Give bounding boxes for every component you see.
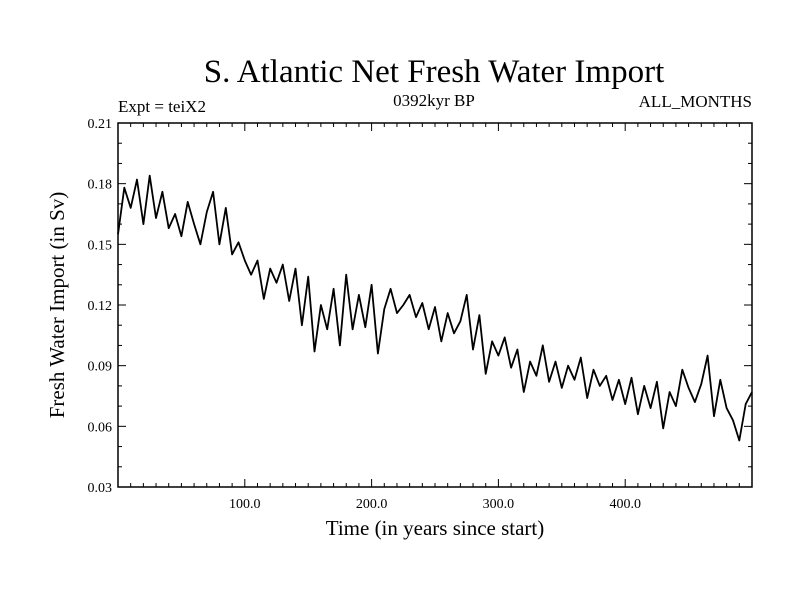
x-tick-label: 300.0 xyxy=(483,497,515,512)
series-line xyxy=(117,174,753,442)
y-tick-label: 0.03 xyxy=(88,481,113,496)
y-axis-title: Fresh Water Import (in Sv) xyxy=(45,192,69,419)
experiment-label: Expt = teiX2 xyxy=(118,97,206,116)
x-axis: 100.0 200.0 300.0 400.0 xyxy=(130,123,740,512)
y-tick-label: 0.15 xyxy=(88,238,113,253)
months-label: ALL_MONTHS xyxy=(639,92,752,111)
y-tick-label: 0.21 xyxy=(88,117,113,132)
period-label: 0392kyr BP xyxy=(393,91,475,110)
x-axis-title: Time (in years since start) xyxy=(326,516,545,540)
plot-frame xyxy=(117,122,753,488)
y-tick-label: 0.09 xyxy=(88,360,113,375)
x-tick-label: 400.0 xyxy=(609,497,641,512)
y-tick-label: 0.18 xyxy=(88,178,113,193)
x-tick-label: 100.0 xyxy=(229,497,261,512)
plot-area xyxy=(117,174,753,442)
y-axis: 0.03 0.06 0.09 0.12 0.15 0.18 0.21 xyxy=(88,117,752,496)
y-tick-label: 0.12 xyxy=(88,299,113,314)
x-tick-label: 200.0 xyxy=(356,497,388,512)
y-tick-label: 0.06 xyxy=(88,420,113,435)
chart-title: S. Atlantic Net Fresh Water Import xyxy=(204,54,665,90)
